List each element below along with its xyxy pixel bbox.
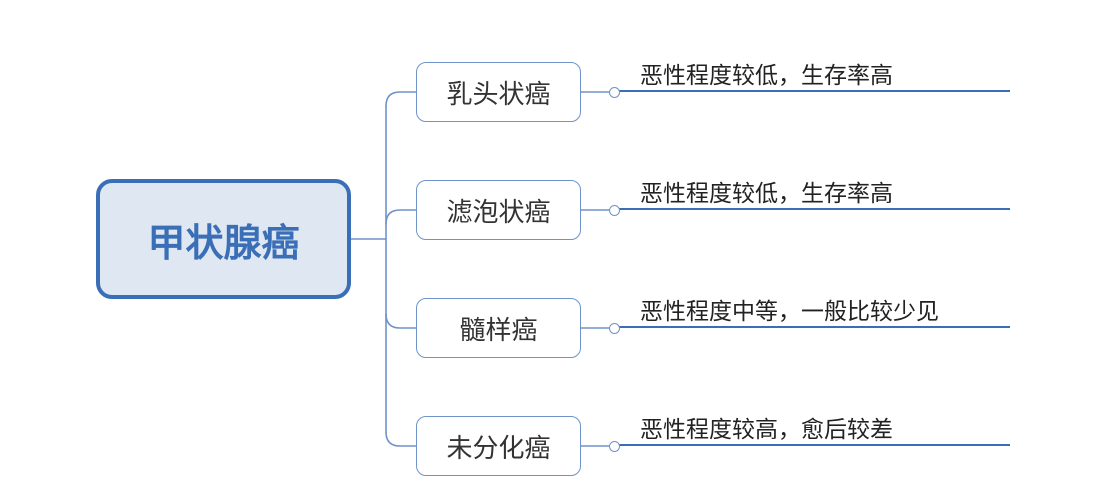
desc-label: 恶性程度较低，生存率高	[640, 56, 893, 90]
desc-label: 恶性程度中等，一般比较少见	[640, 292, 939, 326]
desc-label: 恶性程度较低，生存率高	[640, 174, 893, 208]
desc-underline-anaplastic	[614, 444, 1010, 446]
child-node-papillary: 乳头状癌	[416, 62, 581, 122]
child-node-follicular: 滤泡状癌	[416, 180, 581, 240]
desc-underline-medullary	[614, 326, 1010, 328]
child-label: 乳头状癌	[446, 74, 550, 111]
connector-dot-medullary	[609, 323, 620, 334]
diagram-canvas: 甲状腺癌 乳头状癌滤泡状癌髓样癌未分化癌 恶性程度较低，生存率高恶性程度较低，生存率…	[0, 0, 1100, 501]
connector-dot-anaplastic	[609, 441, 620, 452]
root-label: 甲状腺癌	[147, 212, 299, 267]
desc-underline-follicular	[614, 208, 1010, 210]
child-node-anaplastic: 未分化癌	[416, 416, 581, 476]
root-node: 甲状腺癌	[96, 179, 351, 299]
child-label: 髓样癌	[459, 310, 537, 347]
child-label: 滤泡状癌	[446, 192, 550, 229]
desc-text-papillary: 恶性程度较低，生存率高	[640, 61, 893, 90]
desc-text-follicular: 恶性程度较低，生存率高	[640, 179, 893, 208]
child-node-medullary: 髓样癌	[416, 298, 581, 358]
connector-dot-follicular	[609, 205, 620, 216]
child-label: 未分化癌	[446, 428, 550, 465]
desc-underline-papillary	[614, 90, 1010, 92]
desc-label: 恶性程度较高，愈后较差	[640, 410, 893, 444]
desc-text-anaplastic: 恶性程度较高，愈后较差	[640, 415, 893, 444]
connector-dot-papillary	[609, 87, 620, 98]
desc-text-medullary: 恶性程度中等，一般比较少见	[640, 297, 939, 326]
